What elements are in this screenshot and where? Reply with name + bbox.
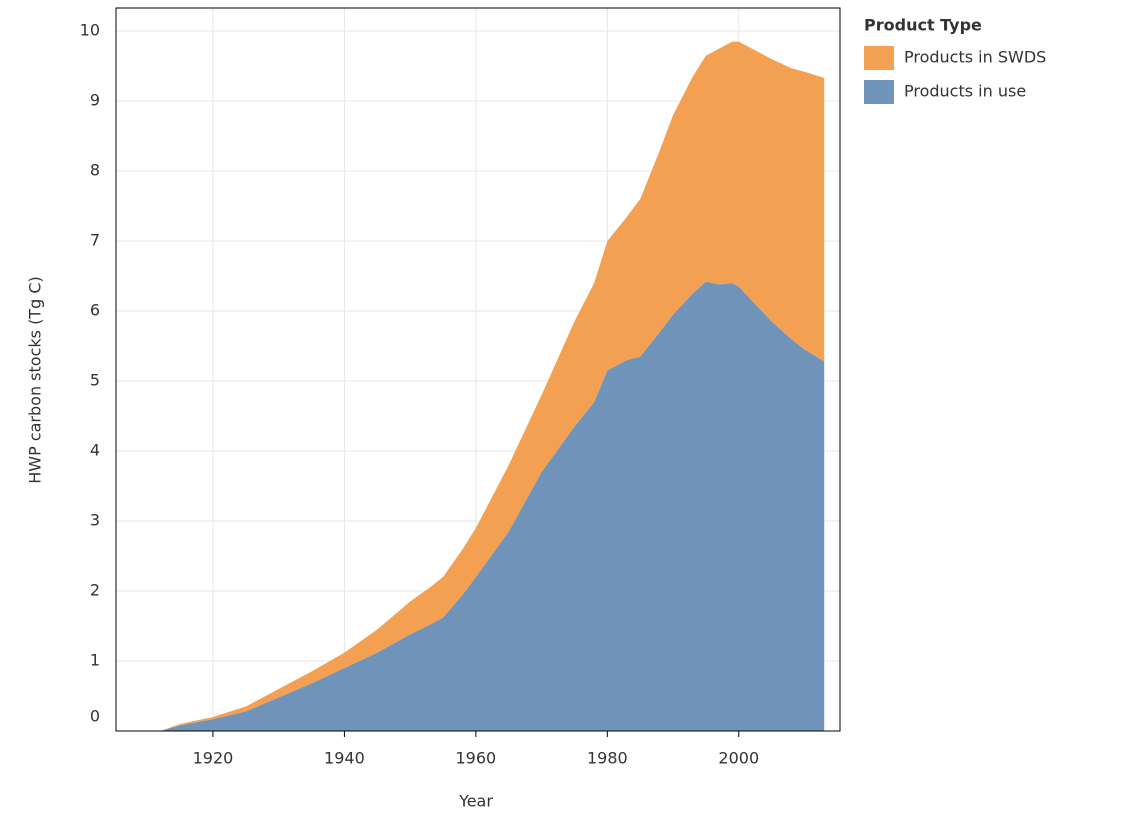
area (160, 41, 825, 732)
area (160, 281, 825, 731)
y-tick-label: 8 (90, 161, 100, 180)
x-tick-label: 2000 (718, 749, 759, 768)
y-tick-label: 2 (90, 581, 100, 600)
x-tick-label: 1980 (587, 749, 628, 768)
x-tick-label: 1960 (456, 749, 497, 768)
y-axis-label: HWP carbon stocks (Tg C) (26, 276, 45, 484)
x-tick-label: 1940 (324, 749, 365, 768)
y-tick-label: 10 (80, 21, 100, 40)
legend-title: Product Type (864, 16, 982, 35)
x-tick-label: 1920 (193, 749, 234, 768)
y-tick-label: 5 (90, 371, 100, 390)
legend-label: Products in use (904, 82, 1026, 101)
y-tick-label: 9 (90, 91, 100, 110)
legend-swatch (864, 46, 894, 70)
y-tick-label: 4 (90, 441, 100, 460)
legend-label: Products in SWDS (904, 48, 1046, 67)
y-tick-label: 7 (90, 231, 100, 250)
legend-swatch (864, 80, 894, 104)
y-tick-label: 6 (90, 301, 100, 320)
y-tick-label: 0 (90, 707, 100, 726)
y-tick-label: 3 (90, 511, 100, 530)
x-axis-label: Year (458, 792, 493, 811)
plot-frame (115, 7, 841, 732)
y-tick-label: 1 (90, 651, 100, 670)
